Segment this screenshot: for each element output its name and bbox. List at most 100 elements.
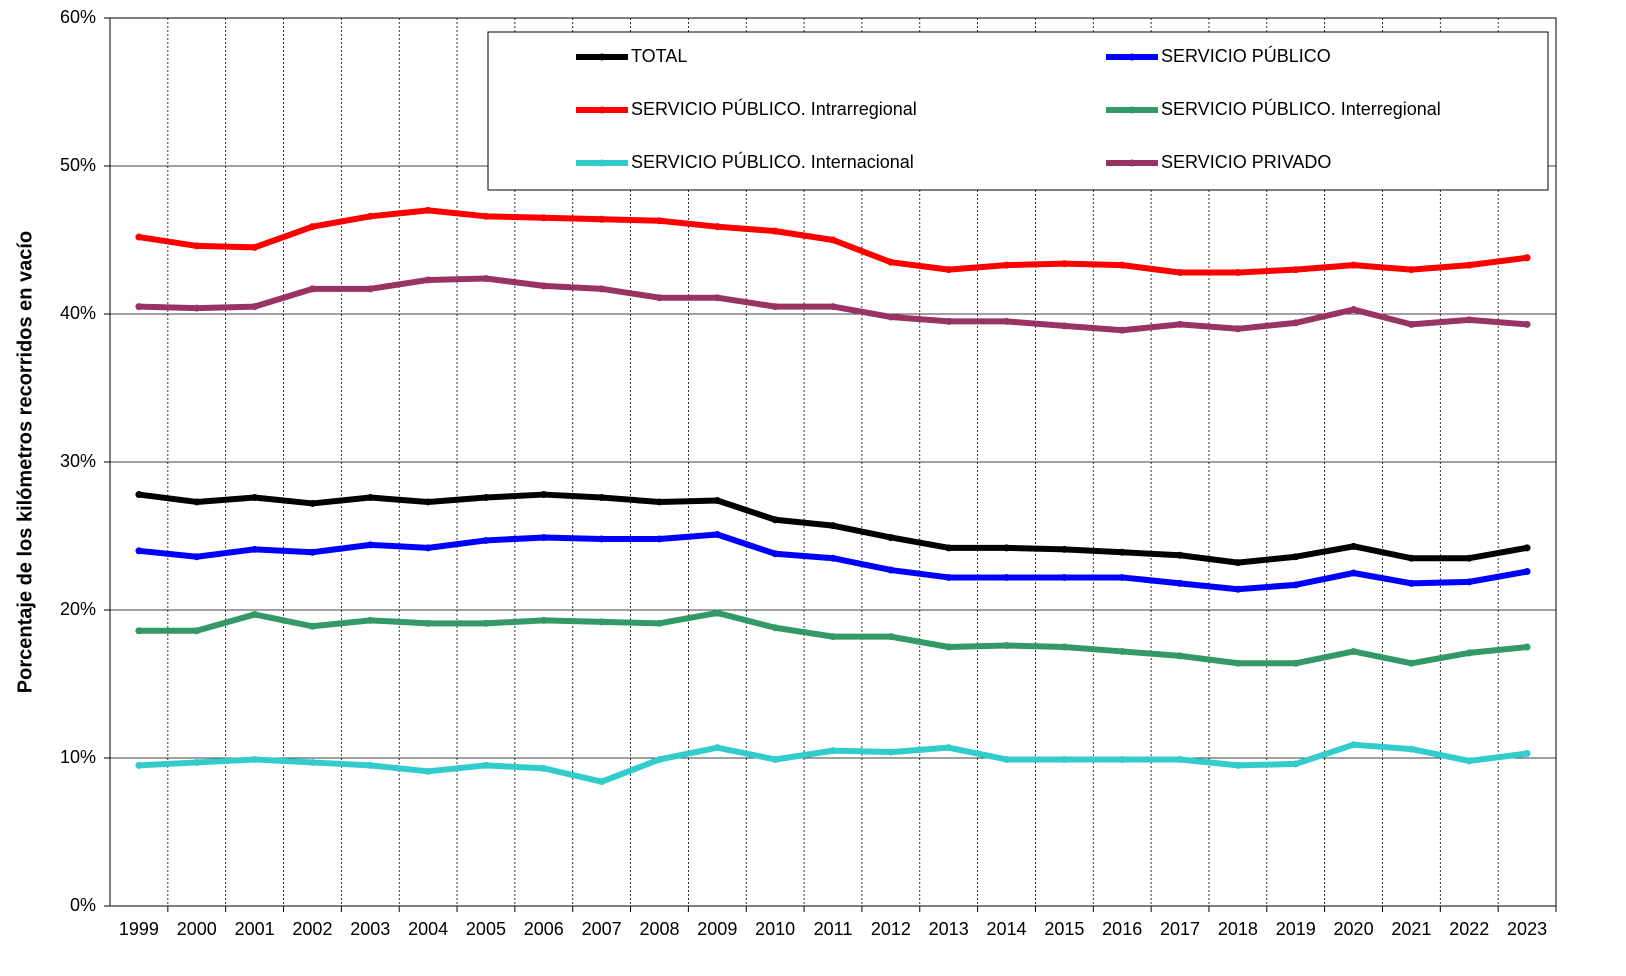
data-point	[655, 294, 663, 302]
data-point	[598, 778, 606, 786]
x-tick-label: 2017	[1160, 919, 1200, 939]
data-point	[308, 285, 316, 293]
data-point	[1118, 261, 1126, 269]
data-point	[771, 303, 779, 311]
data-point	[945, 744, 953, 752]
data-point	[540, 214, 548, 222]
data-point	[1407, 320, 1415, 328]
y-tick-label: 30%	[60, 451, 96, 471]
data-point	[1465, 554, 1473, 562]
data-point	[1350, 306, 1358, 314]
data-point	[193, 304, 201, 312]
data-point	[1407, 745, 1415, 753]
data-point	[193, 758, 201, 766]
data-point	[655, 535, 663, 543]
data-point	[308, 548, 316, 556]
data-point	[1234, 325, 1242, 333]
data-point	[308, 622, 316, 630]
data-point	[1292, 553, 1300, 561]
data-point	[193, 627, 201, 635]
data-point	[887, 533, 895, 541]
data-point	[713, 496, 721, 504]
data-point	[1003, 755, 1011, 763]
data-point	[1118, 647, 1126, 655]
data-point	[1060, 322, 1068, 330]
data-point	[251, 755, 259, 763]
data-point	[1465, 261, 1473, 269]
data-point	[482, 536, 490, 544]
data-point	[251, 303, 259, 311]
x-tick-label: 2001	[235, 919, 275, 939]
data-point	[1118, 755, 1126, 763]
data-point	[135, 491, 143, 499]
data-point	[598, 494, 606, 502]
data-point	[598, 618, 606, 626]
data-point	[598, 285, 606, 293]
data-point	[1523, 750, 1531, 758]
data-point	[1060, 573, 1068, 581]
data-point	[945, 317, 953, 325]
x-tick-label: 1999	[119, 919, 159, 939]
data-point	[308, 223, 316, 231]
data-point	[1118, 548, 1126, 556]
data-point	[193, 553, 201, 561]
x-tick-label: 2000	[177, 919, 217, 939]
data-point	[713, 744, 721, 752]
x-tick-label: 2015	[1044, 919, 1084, 939]
data-point	[1234, 269, 1242, 277]
data-point	[1003, 317, 1011, 325]
data-point	[887, 748, 895, 756]
x-tick-label: 2011	[814, 919, 853, 939]
x-tick-label: 2008	[639, 919, 679, 939]
x-tick-label: 2007	[582, 919, 622, 939]
data-point	[424, 276, 432, 284]
data-point	[829, 633, 837, 641]
data-point	[1234, 585, 1242, 593]
data-point	[1465, 649, 1473, 657]
data-point	[713, 609, 721, 617]
data-point	[482, 494, 490, 502]
legend-label: SERVICIO PRIVADO	[1161, 152, 1331, 172]
data-point	[251, 545, 259, 553]
data-point	[135, 627, 143, 635]
data-point	[771, 755, 779, 763]
data-point	[135, 303, 143, 311]
data-point	[1234, 659, 1242, 667]
data-point	[366, 212, 374, 220]
legend-label: TOTAL	[631, 46, 687, 66]
data-point	[1350, 542, 1358, 550]
y-tick-label: 40%	[60, 303, 96, 323]
data-point	[1465, 316, 1473, 324]
data-point	[771, 624, 779, 632]
data-point	[1176, 551, 1184, 559]
data-point	[655, 755, 663, 763]
data-point	[598, 535, 606, 543]
data-point	[829, 554, 837, 562]
data-point	[655, 619, 663, 627]
data-point	[771, 516, 779, 524]
data-point	[366, 761, 374, 769]
data-point	[482, 761, 490, 769]
data-point	[424, 619, 432, 627]
data-point	[829, 522, 837, 530]
data-point	[829, 303, 837, 311]
data-point	[1003, 642, 1011, 650]
data-point	[1523, 254, 1531, 262]
x-tick-label: 2022	[1449, 919, 1489, 939]
data-point	[1292, 760, 1300, 768]
data-point	[366, 494, 374, 502]
data-point	[482, 619, 490, 627]
data-point	[251, 494, 259, 502]
data-point	[540, 764, 548, 772]
legend-label: SERVICIO PÚBLICO. Interregional	[1161, 98, 1441, 119]
data-point	[887, 313, 895, 321]
data-point	[424, 767, 432, 775]
y-tick-label: 20%	[60, 599, 96, 619]
x-tick-label: 2013	[929, 919, 969, 939]
data-point	[308, 499, 316, 507]
x-tick-label: 2018	[1218, 919, 1258, 939]
data-point	[1060, 643, 1068, 651]
x-tick-label: 2021	[1391, 919, 1431, 939]
data-point	[1407, 659, 1415, 667]
legend-label: SERVICIO PÚBLICO. Intrarregional	[631, 98, 917, 119]
